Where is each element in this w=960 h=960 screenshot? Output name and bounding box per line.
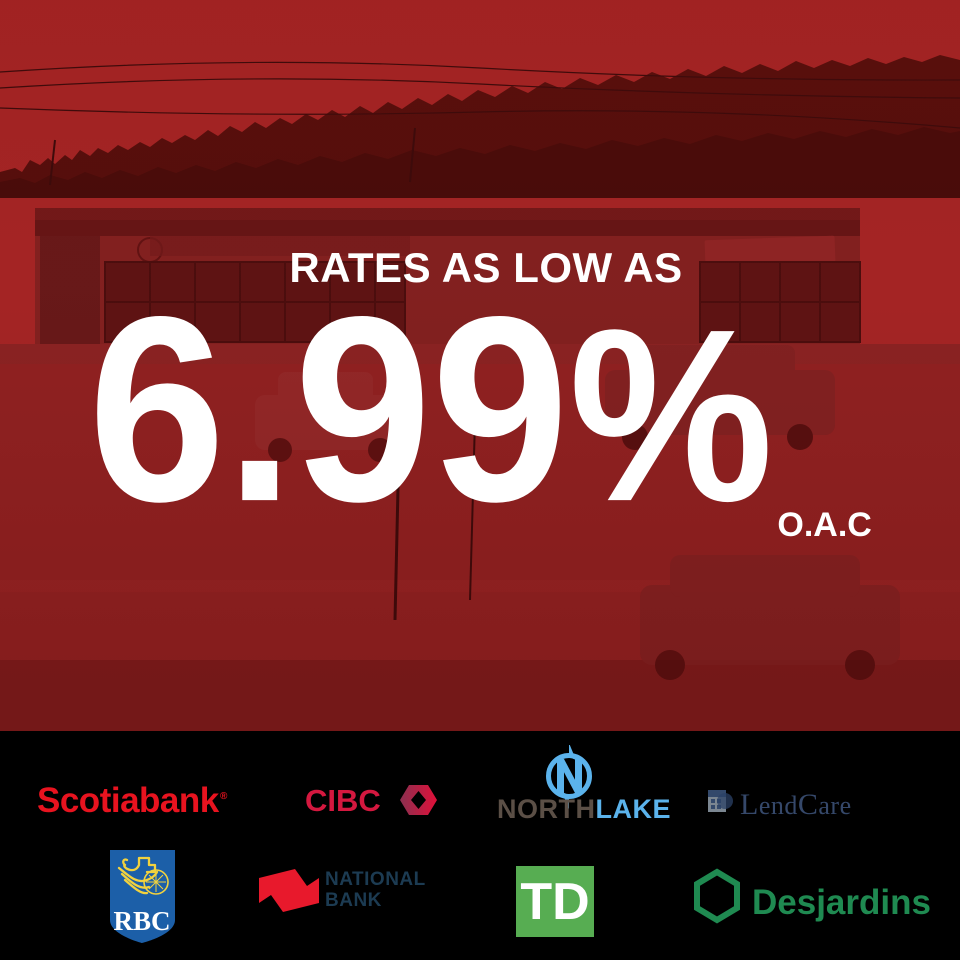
svg-text:CIBC: CIBC xyxy=(305,783,381,818)
svg-text:RBC: RBC xyxy=(113,906,170,936)
svg-text:Desjardins: Desjardins xyxy=(752,883,931,922)
svg-text:NORTHLAKE: NORTHLAKE xyxy=(497,794,671,824)
svg-text:BANK: BANK xyxy=(325,890,382,911)
svg-text:NATIONAL: NATIONAL xyxy=(325,869,426,890)
svg-text:LendCare: LendCare xyxy=(740,788,852,821)
svg-text:TD: TD xyxy=(520,873,589,931)
svg-text:®: ® xyxy=(220,791,228,802)
svg-text:Scotiabank: Scotiabank xyxy=(37,781,220,820)
